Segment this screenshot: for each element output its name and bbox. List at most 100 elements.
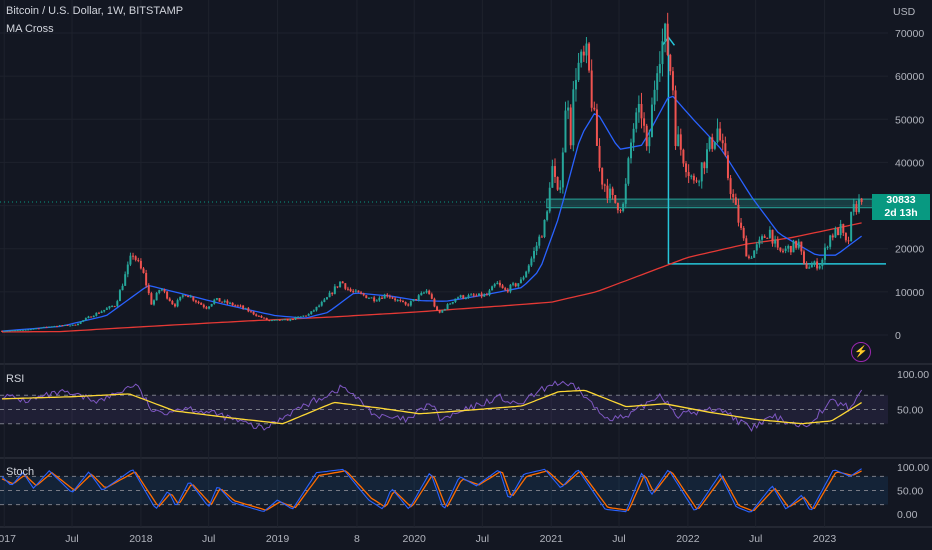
candle-up: [325, 297, 328, 300]
candle-down: [588, 43, 591, 71]
candle-down: [779, 247, 782, 251]
candle-up: [823, 247, 826, 260]
candle-up: [244, 308, 247, 310]
time-axis-tick: 2018: [129, 533, 153, 545]
candle-up: [454, 298, 457, 302]
candle-down: [134, 256, 137, 260]
candle-down: [695, 180, 698, 182]
candle-up: [574, 79, 577, 90]
candle-down: [352, 291, 355, 293]
candle-up: [270, 320, 273, 322]
candle-down: [401, 300, 404, 302]
candle-up: [441, 310, 444, 313]
candle-down: [404, 301, 407, 305]
candle-up: [315, 306, 318, 311]
candle-up: [158, 290, 161, 293]
candle-up: [543, 219, 546, 237]
candle-up: [522, 277, 525, 280]
candle-up: [635, 112, 638, 129]
time-axis-tick: 2017: [0, 533, 16, 545]
candle-down: [540, 236, 543, 238]
candle-down: [362, 293, 365, 296]
candle-down: [614, 194, 617, 203]
candle-down: [514, 283, 517, 287]
candle-down: [616, 202, 619, 211]
candle-down: [837, 228, 840, 236]
candle-down: [113, 306, 116, 308]
candle-up: [84, 318, 87, 321]
time-axis-tick: Jul: [749, 533, 762, 545]
candle-up: [653, 89, 656, 105]
time-axis-tick: 2022: [676, 533, 700, 545]
candle-up: [577, 62, 580, 80]
stoch-axis-tick: 0.00: [897, 509, 918, 521]
candle-up: [21, 329, 24, 331]
rsi-line[interactable]: [1, 380, 863, 433]
candle-down: [249, 311, 252, 313]
stoch-k-line[interactable]: [1, 468, 862, 513]
candle-up: [116, 301, 119, 307]
candle-down: [611, 188, 614, 195]
candle-up: [69, 325, 72, 327]
candle-down: [569, 107, 572, 146]
resistance-zone[interactable]: [546, 198, 873, 209]
candle-up: [530, 258, 533, 266]
candle-down: [260, 315, 263, 318]
candle-down: [145, 272, 148, 286]
candle-up: [129, 255, 132, 265]
ma-slow-line[interactable]: [1, 222, 862, 333]
candle-up: [153, 300, 156, 305]
candle-down: [399, 299, 402, 301]
candle-up: [289, 319, 292, 321]
ma-fast-line[interactable]: [1, 95, 862, 332]
candle-up: [821, 259, 824, 267]
candle-up: [650, 104, 653, 138]
candle-up: [677, 134, 680, 147]
candle-up: [328, 292, 331, 298]
candle-up: [564, 110, 567, 153]
candle-down: [475, 295, 478, 297]
candle-up: [493, 284, 496, 287]
candle-down: [855, 204, 858, 212]
candle-down: [97, 312, 100, 314]
candle-up: [58, 325, 61, 327]
candle-up: [8, 330, 11, 332]
rsi-pane-label[interactable]: RSI: [6, 373, 25, 385]
stoch-pane-label[interactable]: Stoch: [6, 466, 35, 478]
candle-up: [834, 228, 837, 238]
candle-down: [194, 300, 197, 302]
candle-down: [197, 301, 200, 303]
candle-down: [407, 304, 410, 306]
candle-up: [307, 314, 310, 316]
time-axis-tick: Jul: [476, 533, 489, 545]
indicator-label-ma-cross[interactable]: MA Cross: [6, 23, 54, 35]
candle-up: [525, 271, 528, 278]
candle-down: [286, 319, 289, 321]
rsi-ma-line[interactable]: [1, 389, 862, 425]
candle-up: [527, 265, 530, 272]
candle-down: [74, 324, 77, 326]
candle-down: [595, 109, 598, 146]
candle-up: [50, 326, 53, 328]
candle-down: [802, 251, 805, 264]
candle-up: [488, 290, 491, 296]
candle-up: [339, 281, 342, 288]
candle-down: [234, 305, 237, 307]
lightning-icon[interactable]: ⚡: [851, 342, 871, 362]
candle-down: [771, 229, 774, 244]
candle-down: [168, 298, 171, 302]
candle-up: [48, 326, 51, 328]
candle-up: [417, 295, 420, 300]
candle-up: [470, 294, 473, 296]
candle-down: [619, 210, 622, 212]
candle-up: [839, 224, 842, 236]
candle-down: [438, 310, 441, 313]
candle-up: [3, 330, 6, 332]
candle-down: [436, 306, 439, 311]
time-axis-tick: Jul: [65, 533, 78, 545]
candle-up: [108, 306, 111, 309]
candle-down: [719, 128, 722, 141]
candle-up: [858, 198, 861, 212]
candle-up: [189, 296, 192, 298]
